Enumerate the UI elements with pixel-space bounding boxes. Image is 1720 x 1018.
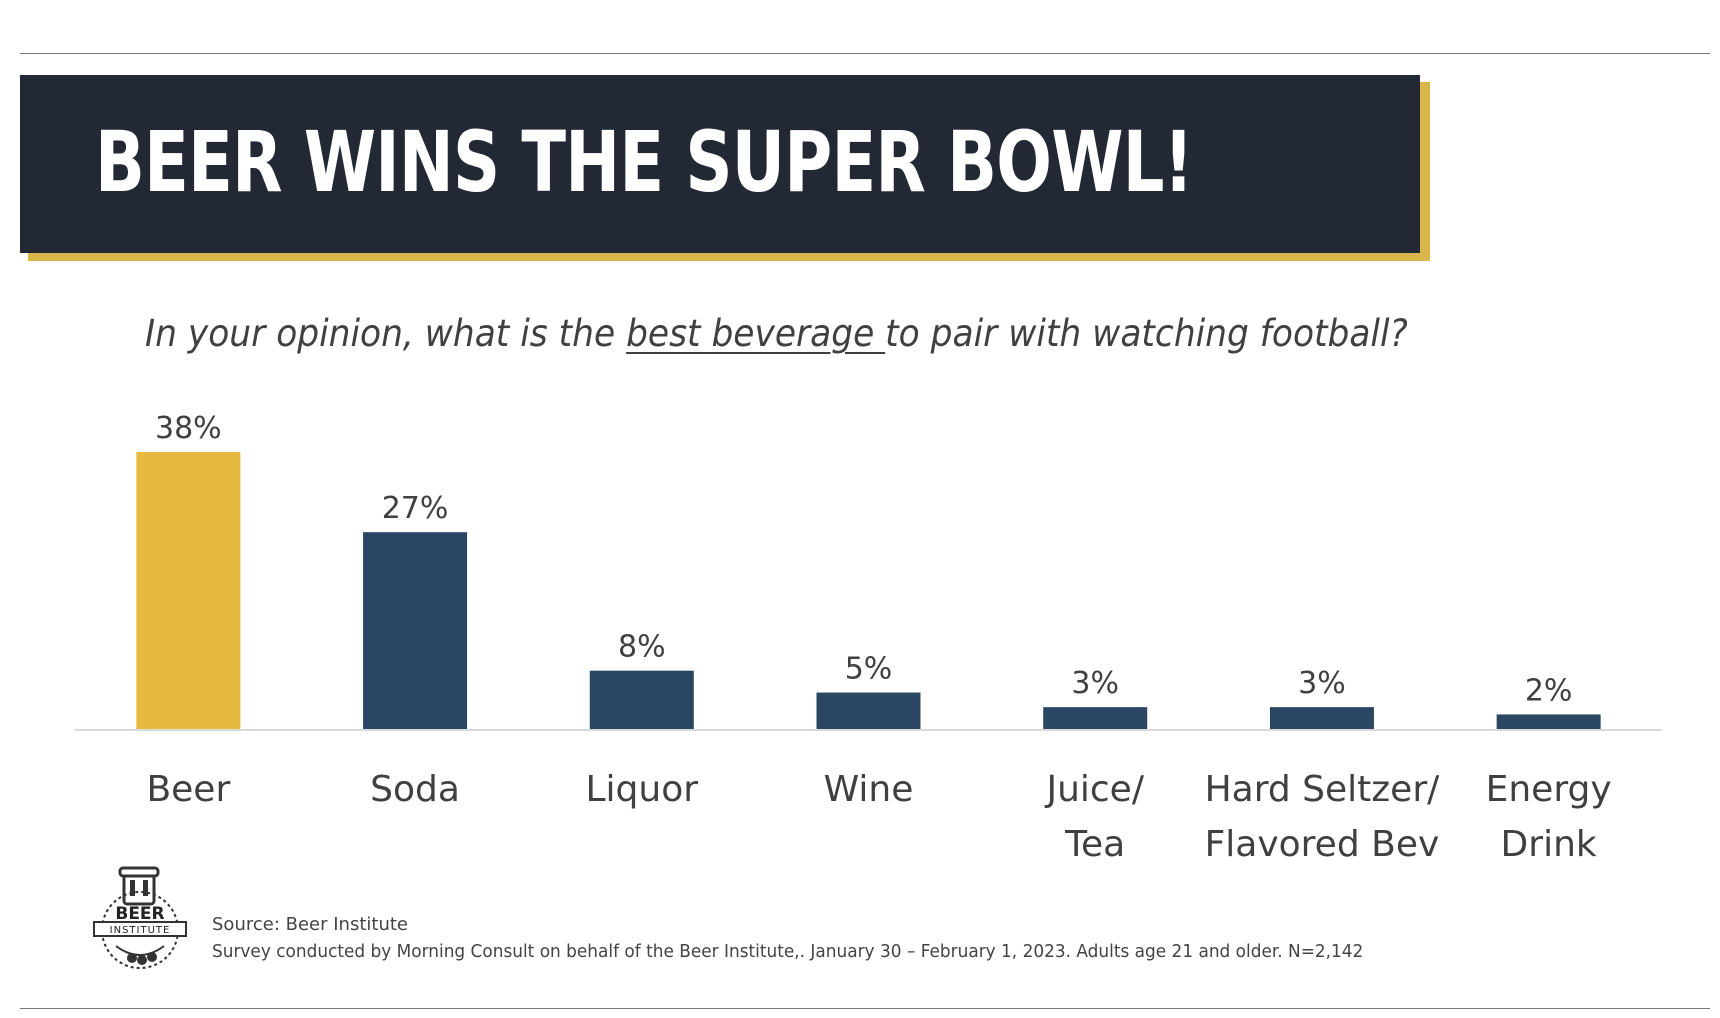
question-prefix: In your opinion, what is the bbox=[145, 312, 627, 355]
category-label-6: Energy bbox=[1486, 769, 1612, 810]
bar-6 bbox=[1496, 714, 1601, 729]
beer-institute-logo: BEER INSTITUTE bbox=[93, 866, 187, 969]
bottom-divider bbox=[20, 1008, 1710, 1009]
data-label-5: 3% bbox=[1298, 666, 1346, 701]
data-label-6: 2% bbox=[1525, 673, 1573, 708]
bar-1 bbox=[363, 532, 468, 729]
data-label-4: 3% bbox=[1071, 666, 1119, 701]
category-label-2: Liquor bbox=[586, 769, 699, 810]
question-emphasis: best beverage bbox=[626, 312, 886, 355]
top-divider bbox=[20, 53, 1710, 54]
title-banner bbox=[20, 75, 1420, 253]
category-label-0: Beer bbox=[146, 769, 230, 810]
bar-2 bbox=[589, 670, 694, 729]
data-label-3: 5% bbox=[845, 652, 893, 687]
bar-4 bbox=[1043, 707, 1148, 729]
category-label-5: Hard Seltzer/ bbox=[1205, 769, 1441, 810]
question-suffix: to pair with watching football? bbox=[885, 312, 1408, 355]
bar-0 bbox=[136, 452, 241, 729]
survey-methodology-note: Survey conducted by Morning Consult on b… bbox=[212, 941, 1364, 962]
category-label-4-line-1: Tea bbox=[1064, 824, 1125, 865]
logo-text-bottom: INSTITUTE bbox=[110, 925, 171, 936]
data-label-0: 38% bbox=[155, 411, 222, 446]
data-label-2: 8% bbox=[618, 630, 666, 665]
category-label-1: Soda bbox=[370, 769, 460, 810]
category-label-4: Juice/ bbox=[1044, 769, 1144, 810]
category-label-6-line-1: Drink bbox=[1501, 824, 1597, 865]
category-label-5-line-1: Flavored Bev bbox=[1205, 824, 1440, 865]
category-label-3: Wine bbox=[824, 769, 914, 810]
data-label-1: 27% bbox=[382, 491, 449, 526]
bar-5 bbox=[1269, 707, 1374, 729]
page-title: BEER WINS THE SUPER BOWL! bbox=[95, 113, 1194, 211]
survey-question: In your opinion, what is the best bevera… bbox=[145, 312, 1408, 355]
logo-text-top: BEER bbox=[115, 904, 164, 924]
bar-3 bbox=[816, 692, 921, 729]
beer-institute-seal-icon bbox=[93, 866, 187, 969]
source-note: Source: Beer Institute bbox=[212, 914, 408, 935]
